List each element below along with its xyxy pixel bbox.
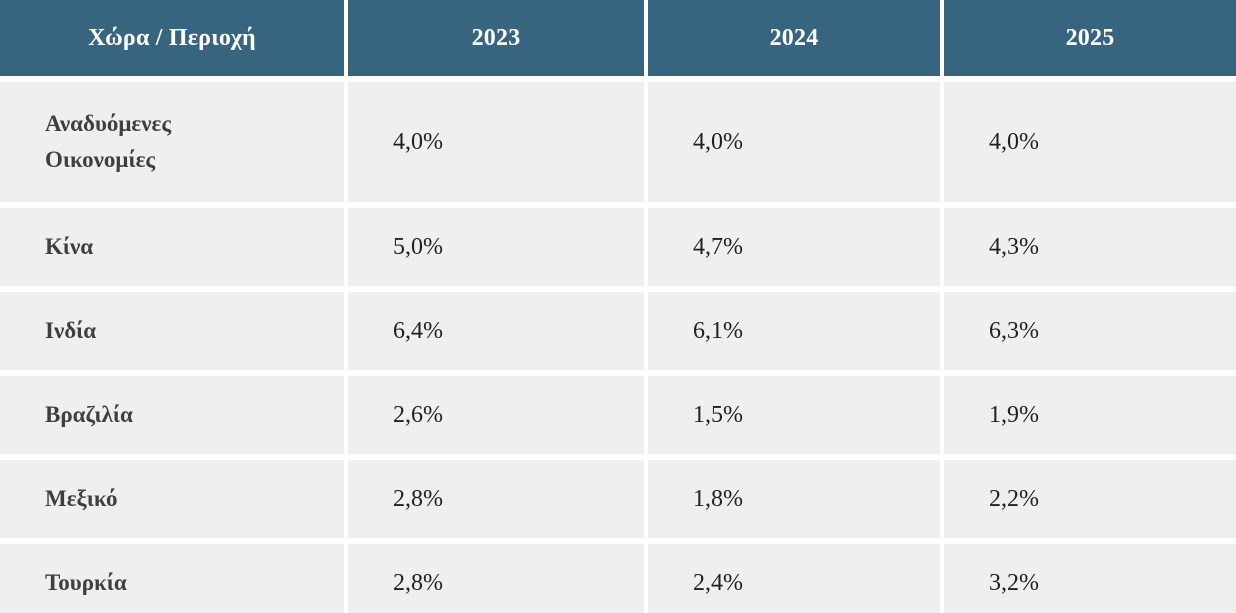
value-text: 4,0% xyxy=(393,128,443,155)
row-label-brazil: Βραζιλία xyxy=(0,376,344,454)
header-cell-country-region: Χώρα / Περιοχή xyxy=(0,0,344,76)
value-cell-china-2024: 4,7% xyxy=(648,208,940,286)
value-text: 2,2% xyxy=(989,485,1039,512)
value-cell-mexico-2025: 2,2% xyxy=(944,460,1236,538)
value-text: 5,0% xyxy=(393,233,443,260)
value-cell-emerging-2025: 4,0% xyxy=(944,82,1236,202)
header-cell-2024: 2024 xyxy=(648,0,940,76)
row-label-text: Κίνα xyxy=(45,234,94,260)
value-text: 1,9% xyxy=(989,401,1039,428)
row-label-emerging-economies: Αναδυόμενες Οικονομίες xyxy=(0,82,344,202)
value-cell-china-2023: 5,0% xyxy=(348,208,644,286)
row-label-text: Τουρκία xyxy=(45,570,127,596)
value-cell-turkey-2024: 2,4% xyxy=(648,544,940,613)
value-text: 2,6% xyxy=(393,401,443,428)
row-label-mexico: Μεξικό xyxy=(0,460,344,538)
value-cell-turkey-2025: 3,2% xyxy=(944,544,1236,613)
value-text: 4,0% xyxy=(693,128,743,155)
value-cell-turkey-2023: 2,8% xyxy=(348,544,644,613)
value-cell-emerging-2024: 4,0% xyxy=(648,82,940,202)
header-cell-2025: 2025 xyxy=(944,0,1236,76)
row-label-india: Ινδία xyxy=(0,292,344,370)
value-cell-india-2025: 6,3% xyxy=(944,292,1236,370)
value-cell-india-2023: 6,4% xyxy=(348,292,644,370)
value-text: 2,4% xyxy=(693,569,743,596)
value-text: 2,8% xyxy=(393,569,443,596)
value-cell-brazil-2025: 1,9% xyxy=(944,376,1236,454)
row-label-china: Κίνα xyxy=(0,208,344,286)
value-text: 1,8% xyxy=(693,485,743,512)
value-cell-brazil-2024: 1,5% xyxy=(648,376,940,454)
value-text: 6,4% xyxy=(393,317,443,344)
header-cell-2023: 2023 xyxy=(348,0,644,76)
row-label-text: Αναδυόμενες Οικονομίες xyxy=(45,111,172,172)
value-cell-mexico-2024: 1,8% xyxy=(648,460,940,538)
header-label-2025: 2025 xyxy=(1065,24,1115,51)
value-cell-brazil-2023: 2,6% xyxy=(348,376,644,454)
value-cell-india-2024: 6,1% xyxy=(648,292,940,370)
header-label-country-region: Χώρα / Περιοχή xyxy=(88,24,256,51)
value-cell-mexico-2023: 2,8% xyxy=(348,460,644,538)
value-text: 4,7% xyxy=(693,233,743,260)
row-label-turkey: Τουρκία xyxy=(0,544,344,613)
value-text: 1,5% xyxy=(693,401,743,428)
row-label-text: Ινδία xyxy=(45,318,97,344)
value-text: 4,0% xyxy=(989,128,1039,155)
row-label-text: Βραζιλία xyxy=(45,402,133,428)
value-text: 3,2% xyxy=(989,569,1039,596)
value-text: 6,1% xyxy=(693,317,743,344)
row-label-text: Μεξικό xyxy=(45,486,118,512)
value-cell-china-2025: 4,3% xyxy=(944,208,1236,286)
header-label-2023: 2023 xyxy=(471,24,521,51)
value-text: 6,3% xyxy=(989,317,1039,344)
value-text: 2,8% xyxy=(393,485,443,512)
value-cell-emerging-2023: 4,0% xyxy=(348,82,644,202)
value-text: 4,3% xyxy=(989,233,1039,260)
header-label-2024: 2024 xyxy=(769,24,819,51)
